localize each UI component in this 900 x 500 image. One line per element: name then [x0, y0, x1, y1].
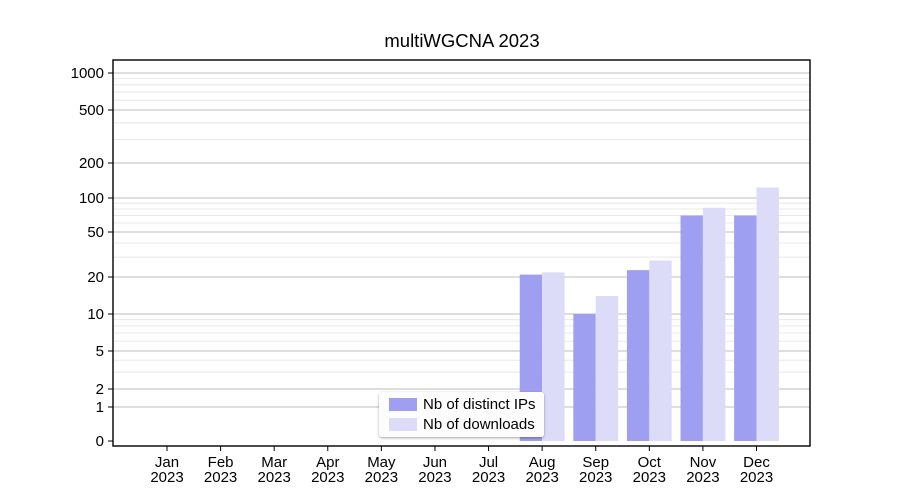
svg-text:0: 0 [96, 433, 104, 450]
svg-text:2: 2 [96, 381, 104, 398]
svg-text:20: 20 [87, 269, 104, 286]
svg-text:2023: 2023 [686, 469, 719, 486]
svg-text:2023: 2023 [311, 469, 344, 486]
svg-text:2023: 2023 [472, 469, 505, 486]
svg-text:multiWGCNA 2023: multiWGCNA 2023 [384, 30, 539, 51]
svg-text:2023: 2023 [418, 469, 451, 486]
svg-text:500: 500 [79, 102, 104, 119]
svg-text:2023: 2023 [257, 469, 290, 486]
svg-text:2023: 2023 [633, 469, 666, 486]
svg-text:50: 50 [87, 224, 104, 241]
svg-text:5: 5 [96, 343, 104, 360]
svg-text:2023: 2023 [525, 469, 558, 486]
svg-text:100: 100 [79, 190, 104, 207]
svg-text:1: 1 [96, 399, 104, 416]
svg-text:2023: 2023 [150, 469, 183, 486]
svg-text:10: 10 [87, 306, 104, 323]
svg-text:2023: 2023 [204, 469, 237, 486]
svg-text:2023: 2023 [579, 469, 612, 486]
svg-text:Nb of distinct IPs: Nb of distinct IPs [423, 396, 536, 413]
svg-text:200: 200 [79, 155, 104, 172]
svg-text:Nb of downloads: Nb of downloads [423, 416, 535, 433]
svg-text:1000: 1000 [71, 65, 104, 82]
svg-text:2023: 2023 [740, 469, 773, 486]
svg-text:2023: 2023 [365, 469, 398, 486]
